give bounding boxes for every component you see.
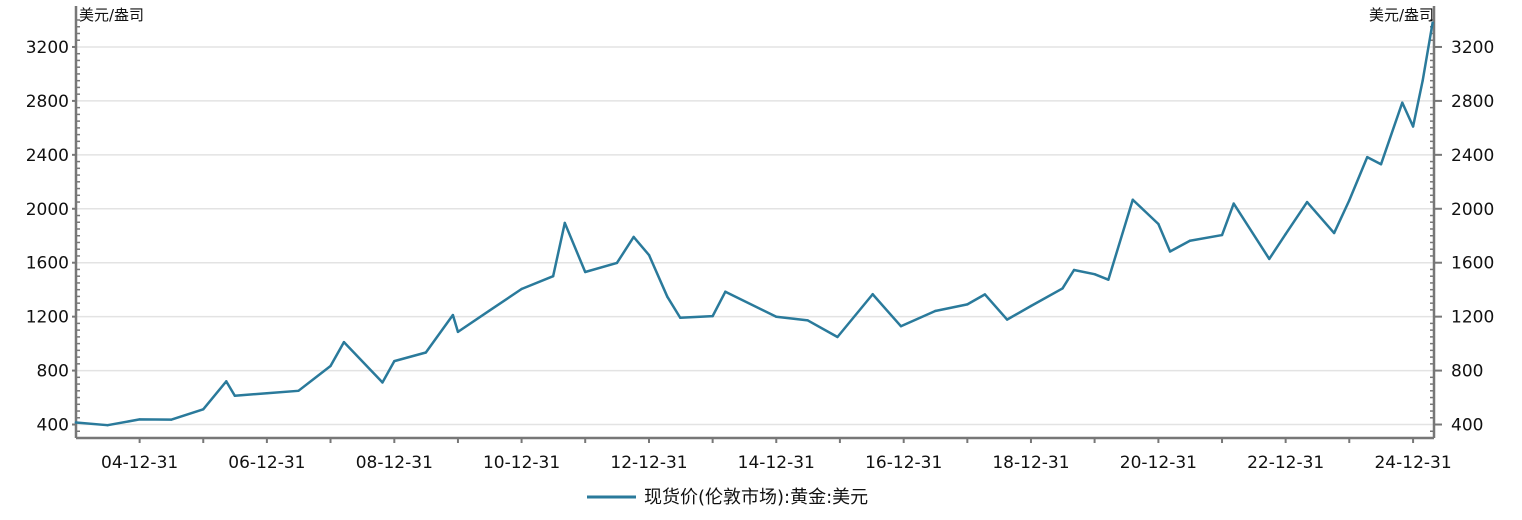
data-point bbox=[1220, 233, 1224, 237]
series-line-gold-price bbox=[74, 21, 1434, 427]
x-tick-label: 08-12-31 bbox=[356, 453, 433, 473]
y-tick-label-right: 800 bbox=[1451, 362, 1483, 382]
y-tick-label-right: 3200 bbox=[1451, 38, 1494, 58]
data-point bbox=[711, 314, 714, 318]
gridlines bbox=[76, 46, 1434, 426]
data-point bbox=[1305, 200, 1309, 204]
data-point bbox=[225, 380, 228, 383]
x-tick-label: 04-12-31 bbox=[101, 453, 178, 473]
data-point bbox=[1348, 199, 1351, 202]
data-point bbox=[647, 253, 651, 257]
data-point bbox=[806, 319, 810, 322]
data-point bbox=[632, 235, 635, 239]
data-point bbox=[424, 351, 428, 354]
y-tick-label-right: 1600 bbox=[1451, 254, 1494, 274]
series-layer bbox=[74, 21, 1434, 427]
data-point bbox=[1232, 202, 1235, 205]
legend-label: 现货价(伦敦市场):黄金:美元 bbox=[644, 487, 868, 508]
left-axis-unit-label: 美元/盎司 bbox=[79, 6, 144, 24]
data-point bbox=[1107, 278, 1110, 281]
data-point bbox=[106, 423, 109, 427]
x-tick-label: 12-12-31 bbox=[610, 453, 687, 473]
data-point bbox=[615, 261, 619, 265]
y-tick-label-left: 800 bbox=[37, 362, 69, 382]
x-tick-label: 14-12-31 bbox=[738, 453, 815, 473]
data-point bbox=[1093, 272, 1096, 276]
data-point bbox=[724, 290, 727, 293]
data-point bbox=[871, 293, 874, 296]
y-tick-label-left: 2000 bbox=[26, 200, 69, 220]
data-point bbox=[551, 274, 555, 278]
data-point bbox=[451, 313, 455, 317]
data-point bbox=[584, 270, 587, 274]
data-point bbox=[836, 335, 839, 339]
x-tick-label: 18-12-31 bbox=[992, 453, 1069, 473]
y-tick-label-left: 400 bbox=[37, 416, 69, 436]
x-tick-label: 16-12-31 bbox=[865, 453, 942, 473]
data-point bbox=[1168, 250, 1172, 253]
y-tick-label-left: 3200 bbox=[26, 38, 69, 58]
data-point bbox=[934, 309, 937, 313]
legend: 现货价(伦敦市场):黄金:美元 bbox=[587, 487, 868, 508]
data-point bbox=[520, 287, 523, 291]
y-tick-label-left: 1600 bbox=[26, 254, 69, 274]
data-point bbox=[265, 392, 269, 395]
y-tick-label-left: 2800 bbox=[26, 92, 69, 112]
x-tick-label: 24-12-31 bbox=[1374, 453, 1451, 473]
data-point bbox=[775, 315, 778, 318]
x-tick-label: 22-12-31 bbox=[1247, 453, 1324, 473]
x-tick-label: 06-12-31 bbox=[228, 453, 305, 473]
data-point bbox=[233, 394, 237, 397]
data-point bbox=[393, 359, 396, 363]
data-point bbox=[1421, 79, 1424, 82]
right-axis-unit-label: 美元/盎司 bbox=[1369, 6, 1434, 24]
data-point bbox=[456, 330, 460, 334]
data-point bbox=[1131, 198, 1134, 201]
y-tick-label-right: 400 bbox=[1451, 416, 1483, 436]
y-tick-label-left: 1200 bbox=[26, 308, 69, 328]
data-point bbox=[329, 364, 332, 368]
data-point bbox=[1379, 163, 1383, 166]
data-point bbox=[1284, 232, 1287, 236]
data-point bbox=[899, 325, 903, 328]
data-point bbox=[1332, 231, 1336, 235]
data-point bbox=[1157, 222, 1160, 226]
data-point bbox=[679, 316, 682, 319]
data-point bbox=[297, 389, 300, 393]
data-point bbox=[1431, 21, 1434, 24]
y-tick-label-right: 1200 bbox=[1451, 308, 1494, 328]
x-tick-label: 10-12-31 bbox=[483, 453, 560, 473]
data-point bbox=[1268, 257, 1271, 261]
data-point bbox=[1061, 287, 1064, 290]
x-tick-label: 20-12-31 bbox=[1120, 453, 1197, 473]
data-point bbox=[666, 295, 669, 298]
data-point bbox=[342, 340, 346, 344]
data-point bbox=[1401, 101, 1404, 104]
data-point bbox=[563, 221, 567, 225]
data-point bbox=[202, 408, 205, 411]
data-point bbox=[169, 418, 173, 421]
y-tick-label-right: 2800 bbox=[1451, 92, 1494, 112]
data-point bbox=[1005, 318, 1009, 321]
data-point bbox=[74, 421, 78, 424]
data-point bbox=[488, 309, 491, 312]
data-point bbox=[1411, 125, 1415, 128]
data-point bbox=[1072, 268, 1076, 272]
data-point bbox=[381, 381, 384, 384]
data-point bbox=[983, 293, 987, 296]
axes: 400 400 800 800 1200 1200 1600 1600 2000 2000 2400… bbox=[26, 6, 1494, 473]
y-tick-label-right: 2000 bbox=[1451, 200, 1494, 220]
y-tick-label-left: 2400 bbox=[26, 146, 69, 166]
y-tick-label-right: 2400 bbox=[1451, 146, 1494, 166]
data-point bbox=[1366, 155, 1369, 159]
data-point bbox=[1029, 304, 1033, 308]
data-point bbox=[966, 303, 969, 306]
data-point bbox=[1188, 239, 1192, 242]
data-point bbox=[138, 418, 141, 421]
